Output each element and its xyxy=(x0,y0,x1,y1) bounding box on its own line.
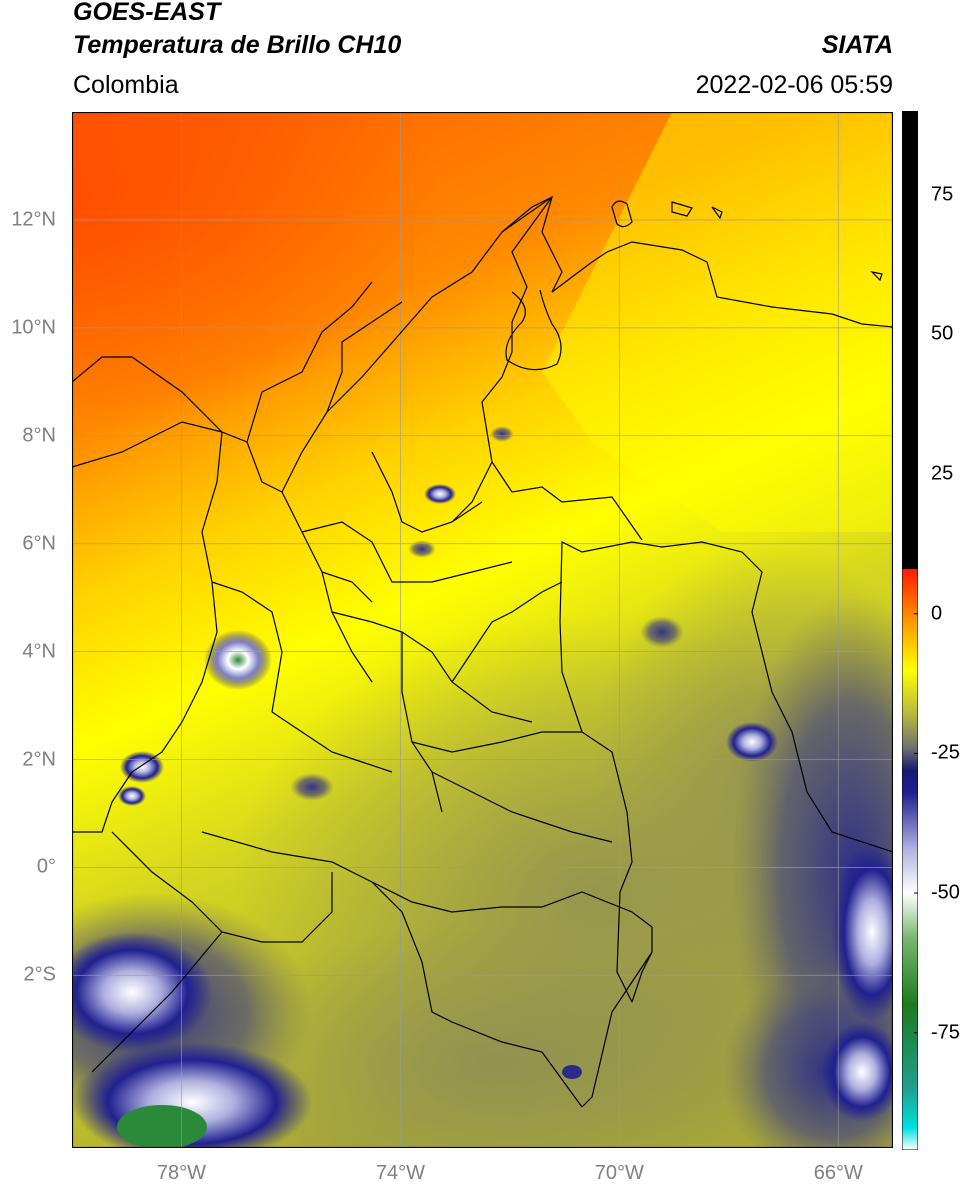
graticule xyxy=(72,112,893,1148)
colorbar-tick-label: -75 xyxy=(931,1021,960,1044)
colorbar-tick-label: -25 xyxy=(931,741,960,764)
colorbar-tick-label: 75 xyxy=(931,183,954,206)
lat-tick-label: 6°N xyxy=(22,532,56,555)
colorbar-tick-label: -50 xyxy=(931,881,960,904)
lon-tick-label: 78°W xyxy=(156,1162,207,1184)
region-label: Colombia xyxy=(73,71,179,99)
lat-tick-label: 2°N xyxy=(22,748,56,770)
colorbar-tick-label: 50 xyxy=(931,322,954,345)
lon-tick-label: 66°W xyxy=(813,1162,863,1184)
lat-tick-label: 10°N xyxy=(11,316,56,339)
lat-tick-label: 4°N xyxy=(22,640,56,663)
coastline-and-borders xyxy=(72,195,893,1108)
colorbar-tick-label: 25 xyxy=(931,462,954,485)
lat-tick-label: 12°N xyxy=(11,208,56,231)
timestamp: 2022-02-06 05:59 xyxy=(695,71,893,99)
satellite-map xyxy=(72,112,893,1148)
lon-tick-label: 74°W xyxy=(375,1162,425,1184)
lon-tick-label: 70°W xyxy=(594,1162,644,1184)
lat-tick-label: 2°S xyxy=(23,963,56,986)
lat-tick-label: 8°N xyxy=(22,424,56,447)
product-subtitle: Temperatura de Brillo CH10 xyxy=(73,31,402,59)
brand-label: SIATA xyxy=(821,31,893,59)
colorbar xyxy=(902,111,918,1150)
lat-tick-label: 0° xyxy=(36,855,56,878)
colorbar-tick-label: 0 xyxy=(931,602,943,625)
product-title: GOES-EAST xyxy=(73,0,221,26)
